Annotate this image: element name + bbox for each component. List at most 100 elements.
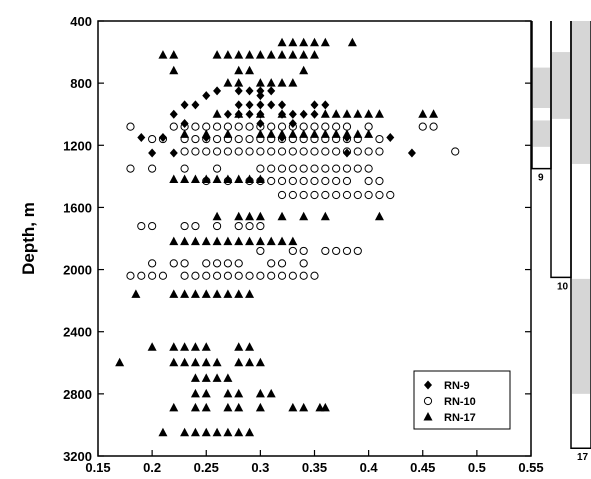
point-rn-9	[407, 148, 416, 158]
point-rn-17	[190, 402, 200, 412]
point-rn-10	[148, 164, 157, 173]
y-tick-label: 2400	[63, 325, 92, 340]
point-rn-17	[320, 129, 330, 138]
well-column-10: 10	[550, 21, 572, 292]
point-rn-17	[266, 388, 276, 398]
point-rn-10	[267, 176, 276, 186]
point-rn-10	[267, 164, 276, 173]
point-rn-17	[234, 78, 244, 87]
shaded-interval	[533, 67, 550, 108]
point-rn-17	[223, 427, 233, 437]
point-rn-17	[223, 50, 233, 59]
x-tick-label: 0.3	[251, 460, 269, 475]
point-rn-10	[223, 122, 232, 131]
point-rn-17	[201, 373, 211, 382]
point-rn-10	[332, 246, 341, 256]
point-rn-10	[148, 134, 157, 144]
point-rn-17	[374, 211, 384, 221]
point-rn-17	[299, 402, 309, 412]
point-rn-17	[212, 427, 222, 437]
point-rn-10	[180, 221, 189, 231]
point-rn-17	[299, 129, 309, 138]
point-rn-17	[266, 129, 276, 138]
point-rn-10	[332, 176, 341, 186]
point-rn-10	[256, 271, 265, 280]
point-rn-17	[190, 357, 200, 367]
point-rn-10	[212, 259, 222, 268]
point-rn-9	[256, 119, 265, 129]
x-axis: 0.15 0.2 0.25 0.3 0.35 0.4 0.45 0.5 0.55	[85, 450, 544, 475]
point-rn-17	[288, 37, 298, 47]
point-rn-17	[255, 174, 265, 183]
point-rn-10	[277, 147, 287, 156]
data-markers	[115, 37, 460, 437]
point-rn-17	[320, 211, 330, 221]
point-rn-9	[169, 148, 178, 158]
shaded-interval	[533, 120, 550, 147]
shaded-interval	[572, 278, 590, 394]
point-rn-17	[223, 289, 233, 298]
point-rn-17	[234, 388, 244, 398]
point-rn-10	[202, 122, 211, 131]
point-rn-10	[321, 176, 330, 186]
point-rn-17	[158, 50, 168, 59]
point-rn-10	[364, 122, 373, 131]
legend-label-rn-10: RN-10	[444, 396, 476, 408]
point-rn-10	[353, 190, 362, 200]
point-rn-17	[115, 357, 125, 367]
point-rn-10	[288, 176, 297, 186]
point-rn-10	[332, 164, 341, 173]
point-rn-17	[201, 427, 211, 437]
point-rn-10	[277, 176, 287, 186]
point-rn-10	[169, 122, 178, 131]
point-rn-17	[212, 109, 222, 118]
point-rn-17	[201, 174, 211, 183]
point-rn-9	[288, 119, 297, 129]
point-rn-17	[266, 236, 276, 246]
x-tick-label: 0.35	[302, 460, 327, 475]
point-rn-10	[234, 271, 243, 280]
point-rn-17	[131, 289, 141, 298]
legend-marker-rn-17	[423, 412, 433, 421]
point-rn-17	[288, 78, 298, 87]
y-tick-label: 2000	[63, 263, 92, 278]
point-rn-17	[245, 357, 255, 367]
point-rn-10	[223, 147, 232, 156]
point-rn-17	[364, 129, 374, 138]
point-rn-10	[321, 246, 330, 256]
point-rn-10	[310, 122, 319, 131]
point-rn-17	[223, 402, 233, 412]
point-rn-10	[375, 147, 384, 156]
point-rn-10	[234, 259, 243, 268]
point-rn-17	[169, 174, 179, 183]
point-rn-17	[201, 357, 211, 367]
point-rn-17	[299, 65, 309, 75]
point-rn-17	[201, 236, 211, 246]
point-rn-17	[234, 65, 244, 75]
point-rn-10	[148, 271, 157, 280]
y-tick-label: 1200	[63, 138, 92, 153]
point-rn-10	[288, 164, 297, 173]
x-tick-label: 0.2	[143, 460, 161, 475]
point-rn-17	[266, 78, 276, 87]
point-rn-17	[234, 357, 244, 367]
point-rn-10	[256, 221, 265, 231]
point-rn-10	[342, 246, 352, 256]
point-rn-17	[245, 211, 255, 221]
point-rn-17	[342, 109, 352, 118]
point-rn-17	[320, 37, 330, 47]
point-rn-10	[299, 176, 308, 186]
point-rn-17	[299, 211, 309, 221]
point-rn-10	[202, 147, 211, 156]
point-rn-17	[255, 357, 265, 367]
point-rn-10	[429, 122, 438, 131]
point-rn-10	[180, 271, 189, 280]
point-rn-10	[223, 259, 232, 268]
point-rn-9	[245, 86, 254, 96]
point-rn-17	[201, 402, 211, 412]
point-rn-10	[212, 271, 222, 280]
point-rn-10	[256, 164, 265, 173]
point-rn-10	[245, 147, 254, 156]
point-rn-17	[245, 65, 255, 75]
